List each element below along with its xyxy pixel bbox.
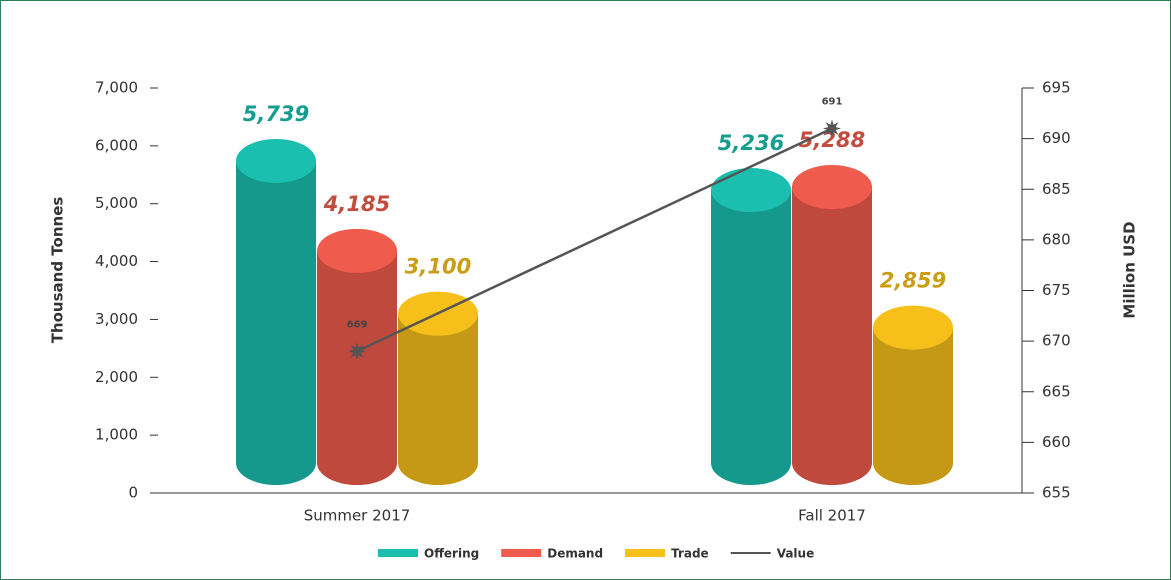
data-label: 2,859	[880, 269, 946, 293]
y2-tick-label: 680	[1042, 230, 1071, 248]
bar	[792, 187, 872, 485]
legend-swatch	[625, 549, 666, 557]
y-tick-label: 6,000	[95, 136, 138, 154]
line	[356, 127, 833, 353]
bar-top	[711, 168, 791, 213]
y2-tick-label: 660	[1042, 433, 1071, 451]
legend-label: Demand	[547, 547, 603, 561]
y2-tick-label: 655	[1042, 484, 1071, 502]
y-tick-label: 3,000	[95, 310, 138, 328]
y2-tick-label: 670	[1042, 332, 1071, 350]
data-label: 3,100	[405, 255, 471, 279]
legend-label: Offering	[424, 547, 479, 561]
x-tick-label: Fall 2017	[798, 507, 866, 525]
y-tick-label: 2,000	[95, 368, 138, 386]
y-tick-label: 7,000	[95, 79, 138, 97]
bar-top	[873, 305, 953, 350]
y-tick-label: 5,000	[95, 194, 138, 212]
bar	[711, 190, 791, 485]
y-tick-label: 4,000	[95, 252, 138, 270]
legend-swatch	[501, 549, 542, 557]
y2-tick-label: 695	[1042, 79, 1071, 97]
bar-top	[236, 138, 316, 183]
point-label: 691	[822, 97, 843, 108]
y-axis-title: Thousand Tonnes	[49, 197, 67, 344]
y-tick-label: 0	[128, 484, 138, 502]
bar	[398, 313, 478, 485]
y2-tick-label: 690	[1042, 129, 1071, 147]
line-marker	[823, 119, 841, 138]
point-label: 669	[347, 319, 368, 330]
bar-top	[317, 228, 397, 273]
y2-tick-label: 675	[1042, 281, 1071, 299]
legend-swatch	[378, 549, 418, 557]
y2-axis-title: Million USD	[1121, 221, 1139, 318]
y2-tick-label: 685	[1042, 180, 1071, 198]
bar	[873, 327, 953, 485]
bar	[317, 250, 397, 485]
data-label: 5,739	[243, 102, 309, 126]
legend-label: Value	[777, 547, 815, 561]
legend-label: Trade	[671, 547, 709, 561]
data-label: 5,236	[718, 131, 784, 155]
bar	[236, 160, 316, 485]
data-label: 4,185	[323, 192, 390, 216]
line-marker	[348, 342, 366, 361]
y-tick-label: 1,000	[95, 426, 138, 444]
bar-top	[792, 165, 872, 210]
y2-tick-label: 665	[1042, 382, 1071, 400]
x-tick-label: Summer 2017	[304, 507, 411, 525]
